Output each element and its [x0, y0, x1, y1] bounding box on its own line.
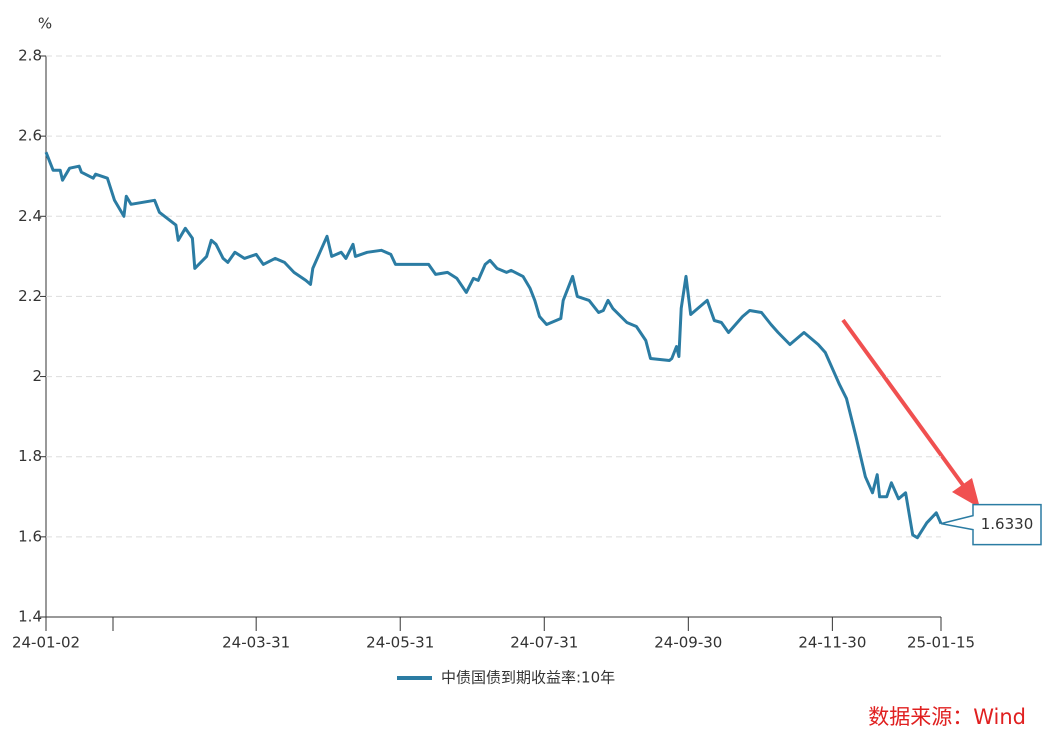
line: [44, 151, 943, 540]
x-tick-label: 24-09-30: [654, 634, 722, 652]
x-tick-label: 24-05-31: [366, 634, 434, 652]
y-tick-label: 2.6: [18, 127, 42, 145]
y-tick-label: 2.8: [18, 47, 42, 65]
callout-label: 1.6330: [981, 515, 1034, 533]
source-note: 数据来源：Wind: [868, 705, 1026, 729]
y-tick-label: 1.8: [18, 447, 42, 465]
legend-label: 中债国债到期收益率:10年: [441, 669, 615, 687]
x-tick-label: 24-01-02: [12, 634, 80, 652]
x-tick-label: 25-01-15: [907, 634, 975, 652]
x-tick-label: 24-07-31: [510, 634, 578, 652]
y-tick-label: 2.2: [18, 287, 42, 305]
y-tick-label: 1.6: [18, 527, 42, 545]
y-tick-label: 2.4: [18, 207, 42, 225]
x-tick-label: 24-03-31: [222, 634, 290, 652]
x-tick-label: 24-11-30: [798, 634, 866, 652]
y-tick-label: 1.4: [18, 608, 42, 626]
y-unit: %: [38, 15, 52, 33]
arrow: [841, 318, 970, 494]
callout-box: [940, 503, 1042, 546]
arrow-head: [952, 478, 980, 508]
y-tick-label: 2: [32, 367, 42, 385]
